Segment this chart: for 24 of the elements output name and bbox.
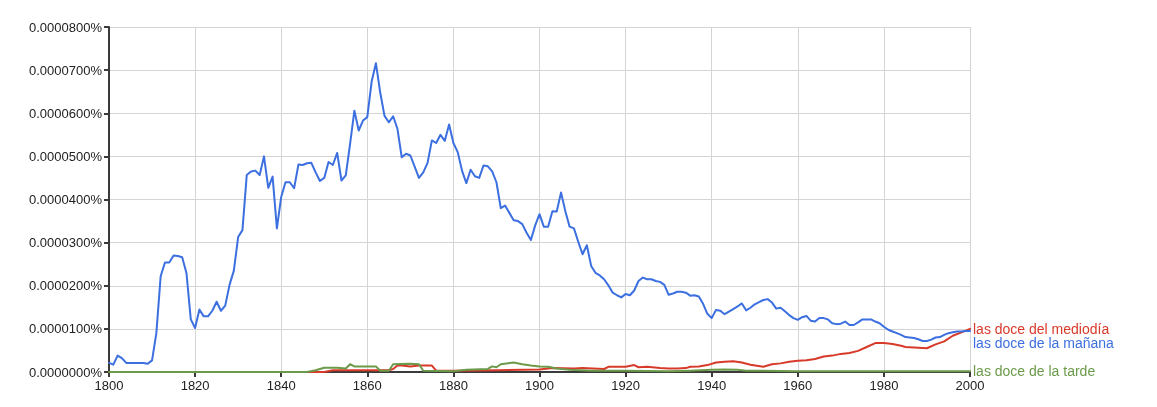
series-label: las doce de la mañana (973, 334, 1115, 351)
y-tick-label: 0.0000200% (28, 278, 103, 294)
series-label: las doce de la tarde (973, 363, 1096, 380)
y-tick-label: 0.0000500% (28, 148, 103, 164)
y-tick-label: 0.0000400% (28, 192, 103, 207)
y-tick-label: 0.0000600% (28, 105, 103, 121)
x-tick-label: 1940 (697, 378, 727, 393)
y-tick-label: 0.0000800% (28, 19, 103, 35)
x-tick-label: 1980 (869, 378, 899, 393)
y-tick-label: 0.0000300% (28, 235, 103, 251)
x-tick-label: 1880 (438, 378, 468, 393)
y-tick-label: 0.0000000% (28, 364, 103, 380)
x-tick-label: 1840 (266, 378, 296, 393)
line-series (108, 62, 971, 366)
x-tick-label: 1860 (352, 378, 382, 393)
x-tick-label: 1900 (525, 378, 554, 393)
x-tick-label: 1960 (783, 378, 813, 393)
x-tick-label: 1820 (180, 378, 210, 393)
x-tick-label: 1800 (94, 378, 124, 393)
y-tick-label: 0.0000100% (28, 321, 103, 337)
series-label: las doce del mediodía (973, 320, 1110, 337)
x-tick-label: 2000 (955, 378, 985, 393)
x-tick-label: 1920 (611, 378, 641, 393)
y-tick-label: 0.0000700% (28, 62, 103, 78)
